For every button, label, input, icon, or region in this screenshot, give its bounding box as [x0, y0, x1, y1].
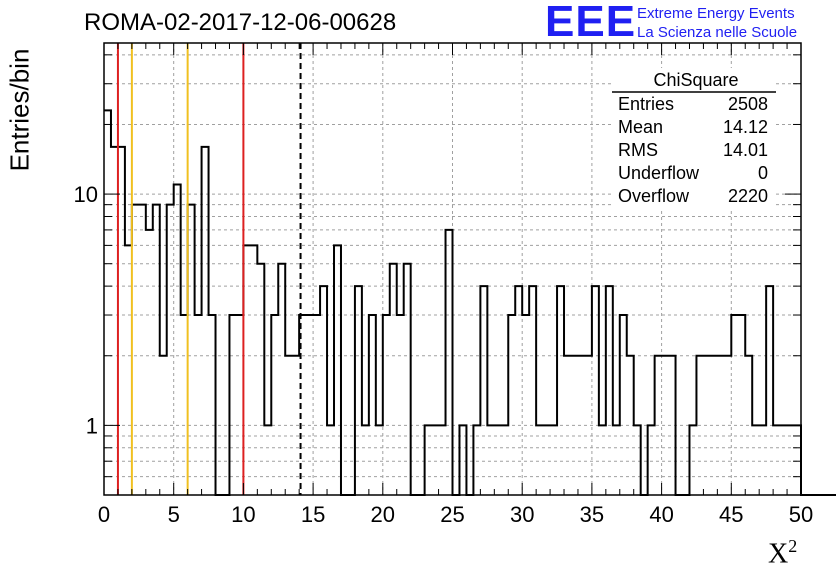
histogram-bin — [250, 245, 257, 495]
histogram-bin — [167, 205, 174, 495]
histogram-bin — [236, 315, 243, 495]
histogram-bin — [766, 286, 773, 495]
histogram-bin — [446, 230, 453, 495]
histogram-step-line — [104, 109, 836, 496]
histogram-bin — [195, 315, 202, 495]
histogram-bin — [313, 315, 320, 495]
stats-label: Entries — [618, 94, 674, 114]
eee-logo: EEE — [545, 0, 637, 46]
histogram-bin — [508, 315, 515, 495]
stats-value: 2220 — [728, 186, 768, 206]
stats-value: 14.12 — [723, 117, 768, 137]
y-tick-label: 10 — [74, 182, 98, 207]
x-tick-label: 25 — [440, 502, 464, 527]
stats-value: 2508 — [728, 94, 768, 114]
axes: 0 5 10 15 20 25 30 35 40 45 50 1 10 — [74, 42, 813, 527]
histogram-bin — [271, 315, 278, 495]
x-tick-label: 35 — [580, 502, 604, 527]
histogram-bin — [111, 147, 118, 495]
x-tick-label: 50 — [789, 502, 813, 527]
histogram-bin — [529, 286, 536, 495]
histogram-bin — [383, 315, 390, 495]
histogram-bin — [181, 315, 188, 495]
x-tick-label: 30 — [510, 502, 534, 527]
histogram-bin — [202, 147, 209, 495]
histogram-bin — [174, 185, 181, 495]
histogram-bin — [229, 315, 236, 495]
histogram-bin — [390, 264, 397, 495]
stats-label: RMS — [618, 140, 658, 160]
histogram-bin — [557, 286, 564, 495]
stats-box: ChiSquare Entries 2508 Mean 14.12 RMS 14.01 Und… — [612, 68, 776, 208]
stats-label: Mean — [618, 117, 663, 137]
stats-label: Underflow — [618, 163, 700, 183]
stats-value: 0 — [758, 163, 768, 183]
x-tick-label: 15 — [301, 502, 325, 527]
histogram-bin — [320, 286, 327, 495]
x-tick-label: 45 — [719, 502, 743, 527]
histogram-bin — [355, 286, 362, 495]
histogram-bin — [369, 315, 376, 495]
y-tick-label: 1 — [86, 413, 98, 438]
histogram-bin — [480, 286, 487, 495]
x-tick-label: 10 — [231, 502, 255, 527]
histogram-bin — [306, 315, 313, 495]
org-name-line1: Extreme Energy Events — [637, 5, 795, 22]
histogram-bin — [209, 315, 216, 495]
histogram-bin — [132, 205, 139, 495]
histogram-bin — [188, 205, 195, 495]
histogram-bin — [153, 205, 160, 495]
x-axis-label: X2 — [768, 536, 798, 570]
stats-title: ChiSquare — [653, 70, 738, 90]
page-title: ROMA-02-2017-12-06-00628 — [84, 9, 397, 36]
x-tick-label: 0 — [98, 502, 110, 527]
histogram-bin — [731, 315, 738, 495]
stats-label: Overflow — [618, 186, 690, 206]
histogram-bin — [738, 315, 745, 495]
org-name-line2: La Scienza nelle Scuole — [637, 24, 798, 41]
stats-value: 14.01 — [723, 140, 768, 160]
histogram-bin — [522, 315, 529, 495]
histogram-bin — [592, 286, 599, 495]
histogram-bin — [257, 264, 264, 495]
histogram-bin — [104, 110, 111, 495]
histogram-bin — [404, 264, 411, 495]
x-tick-label: 20 — [371, 502, 395, 527]
histogram-bin — [118, 147, 125, 495]
histogram-bin — [334, 245, 341, 495]
histogram-bin — [397, 315, 404, 495]
histogram-bin — [125, 245, 132, 495]
histogram-bin — [515, 286, 522, 495]
histogram-bin — [278, 264, 285, 495]
histogram-bin — [146, 230, 153, 495]
histogram-bin — [606, 286, 613, 495]
histogram-bin — [243, 245, 250, 495]
histogram-bin — [620, 315, 627, 495]
histogram-bars — [104, 109, 836, 496]
histogram-bin — [139, 205, 146, 495]
x-tick-label: 40 — [649, 502, 673, 527]
marker-lines — [116, 43, 302, 495]
x-tick-label: 5 — [168, 502, 180, 527]
